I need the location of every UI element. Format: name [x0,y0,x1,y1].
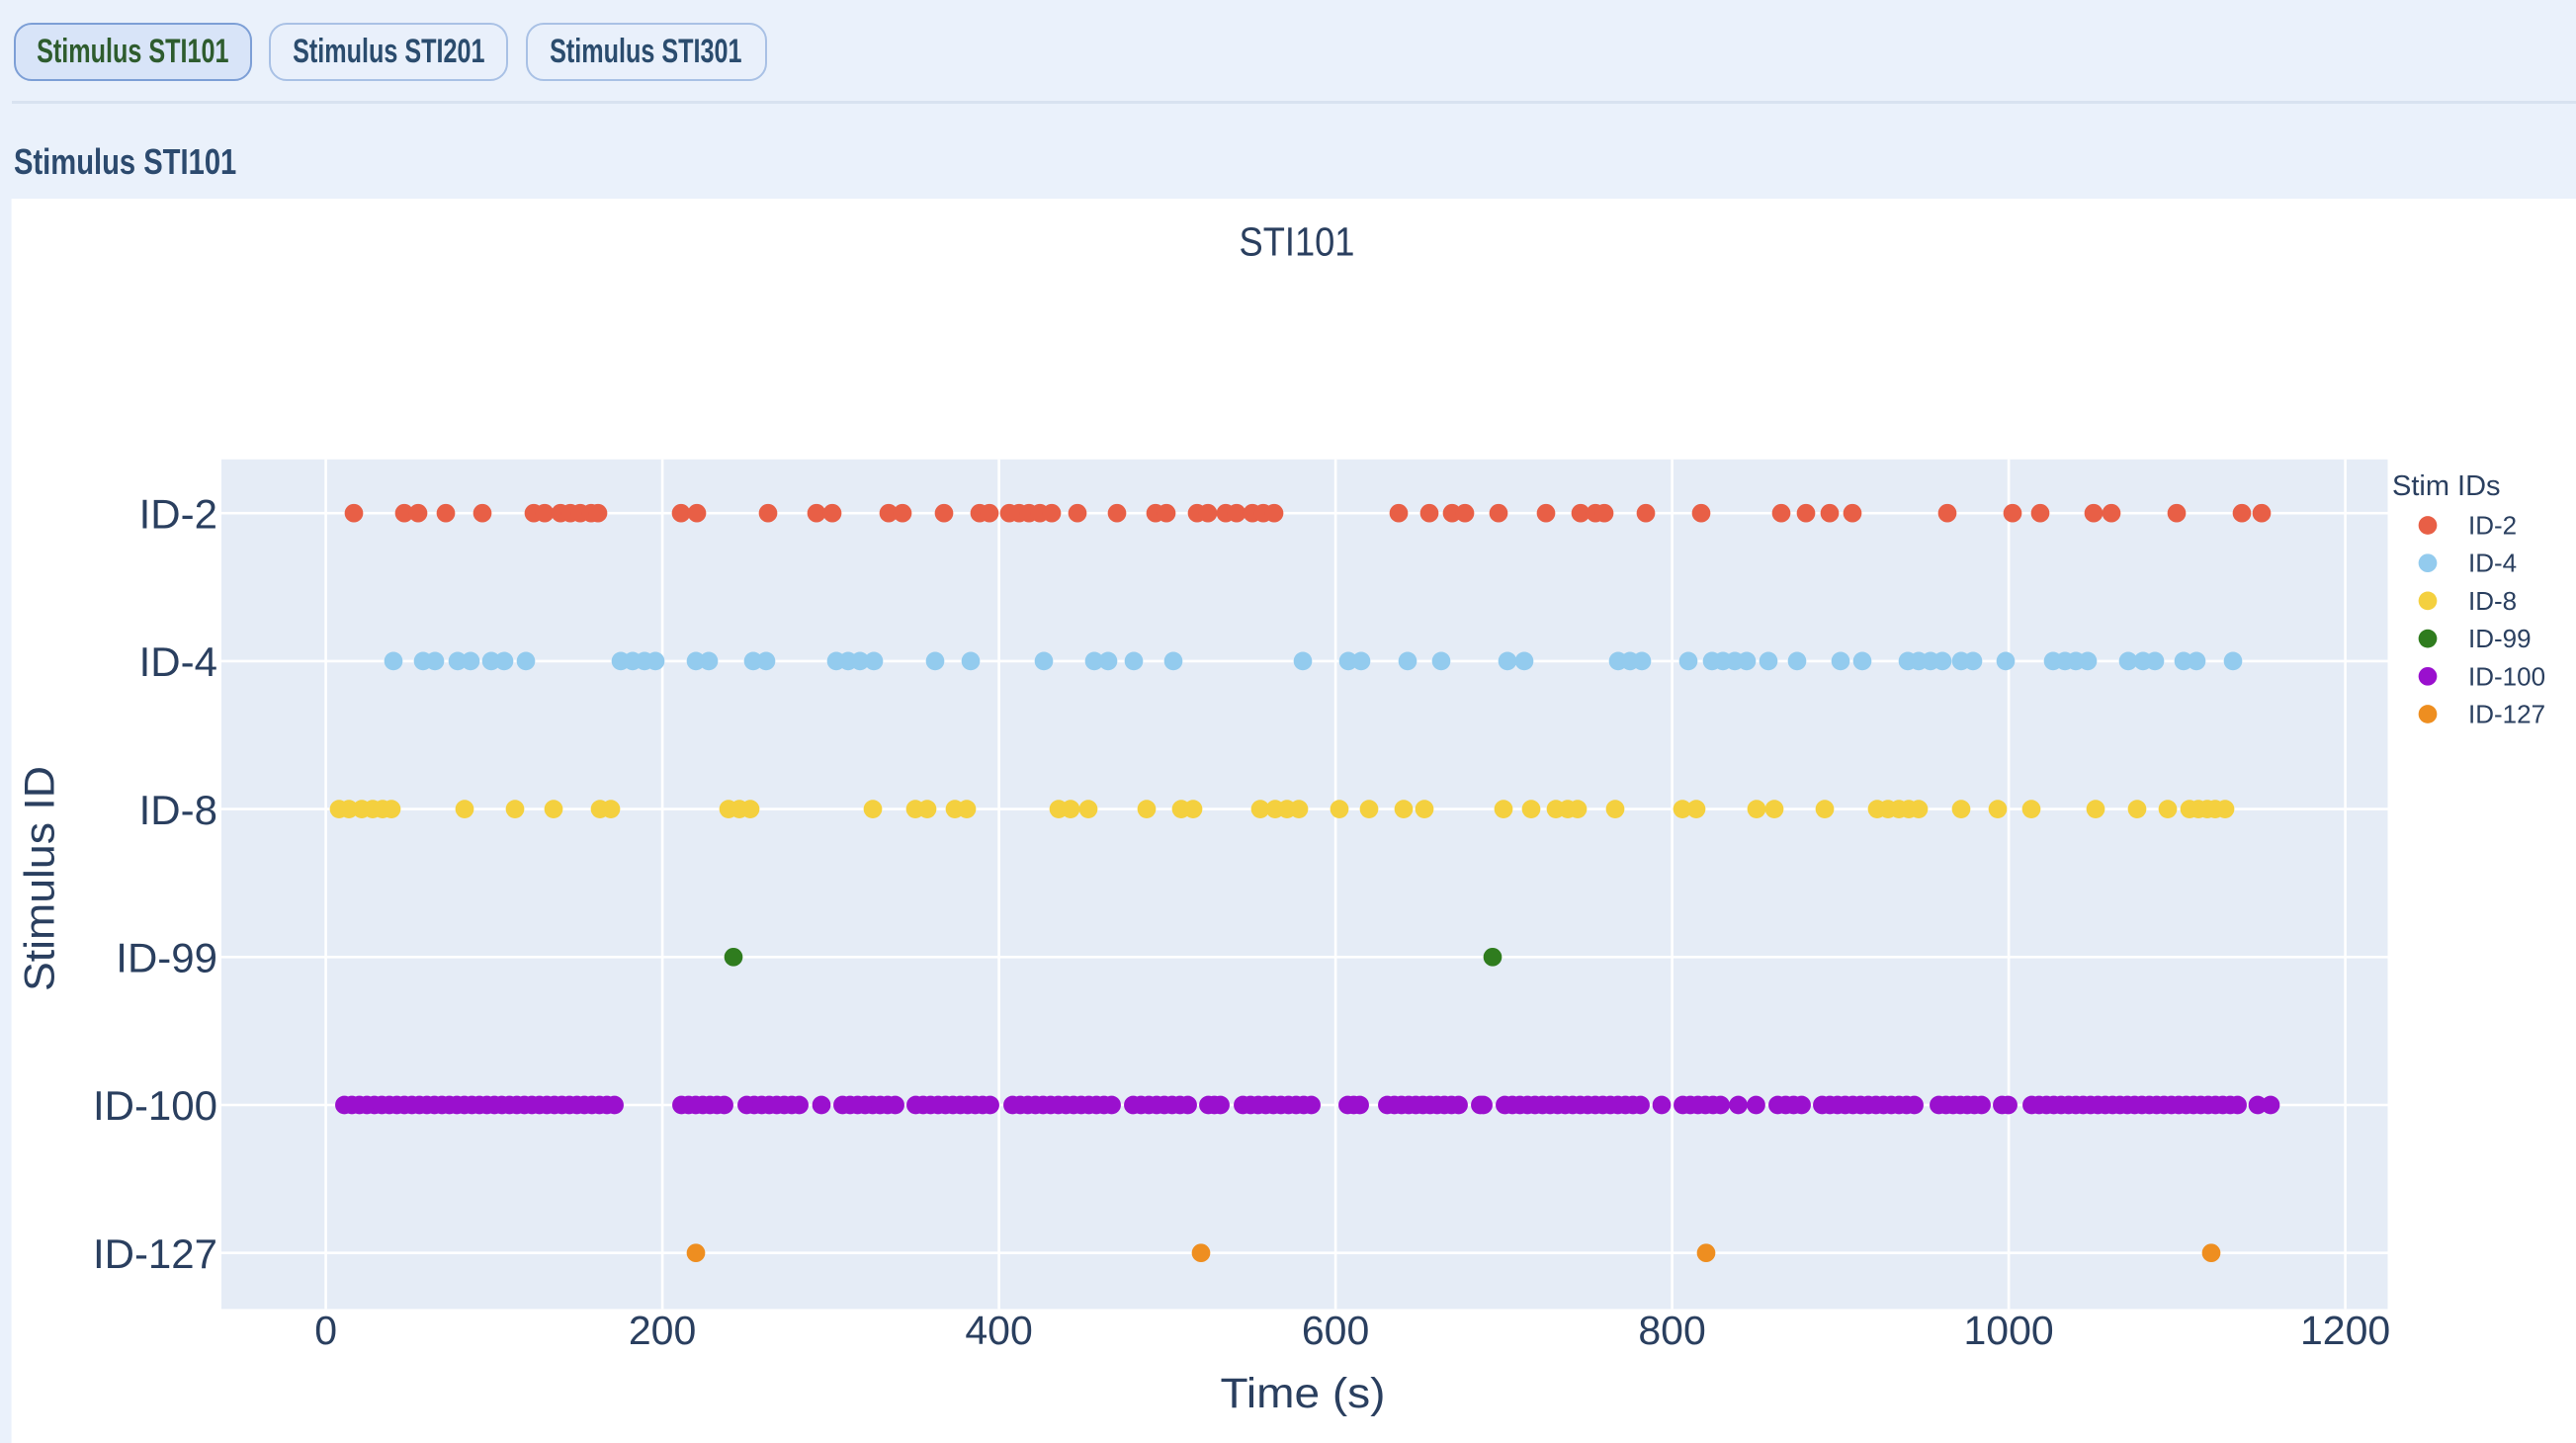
svg-text:1200: 1200 [2300,1308,2390,1353]
svg-text:ID-99: ID-99 [116,935,217,981]
svg-text:Stimulus ID: Stimulus ID [17,766,64,991]
svg-text:ID-8: ID-8 [2468,586,2517,616]
svg-text:ID-127: ID-127 [93,1231,217,1277]
svg-text:ID-4: ID-4 [2468,549,2517,578]
svg-text:ID-8: ID-8 [139,787,217,833]
svg-text:ID-127: ID-127 [2468,700,2545,729]
svg-text:600: 600 [1302,1308,1369,1353]
svg-text:Stim IDs: Stim IDs [2392,470,2501,502]
svg-text:1000: 1000 [1963,1308,2053,1353]
svg-text:ID-100: ID-100 [2468,661,2545,691]
svg-text:STI101: STI101 [1240,219,1355,265]
svg-text:ID-2: ID-2 [139,490,217,537]
svg-text:400: 400 [965,1308,1032,1353]
svg-text:0: 0 [314,1308,337,1353]
svg-text:ID-100: ID-100 [93,1082,217,1129]
svg-text:ID-2: ID-2 [2468,511,2517,541]
svg-text:800: 800 [1638,1308,1705,1353]
svg-text:Time (s): Time (s) [1221,1370,1386,1417]
svg-text:200: 200 [629,1308,696,1353]
svg-text:ID-4: ID-4 [139,638,217,685]
svg-text:ID-99: ID-99 [2468,624,2532,653]
